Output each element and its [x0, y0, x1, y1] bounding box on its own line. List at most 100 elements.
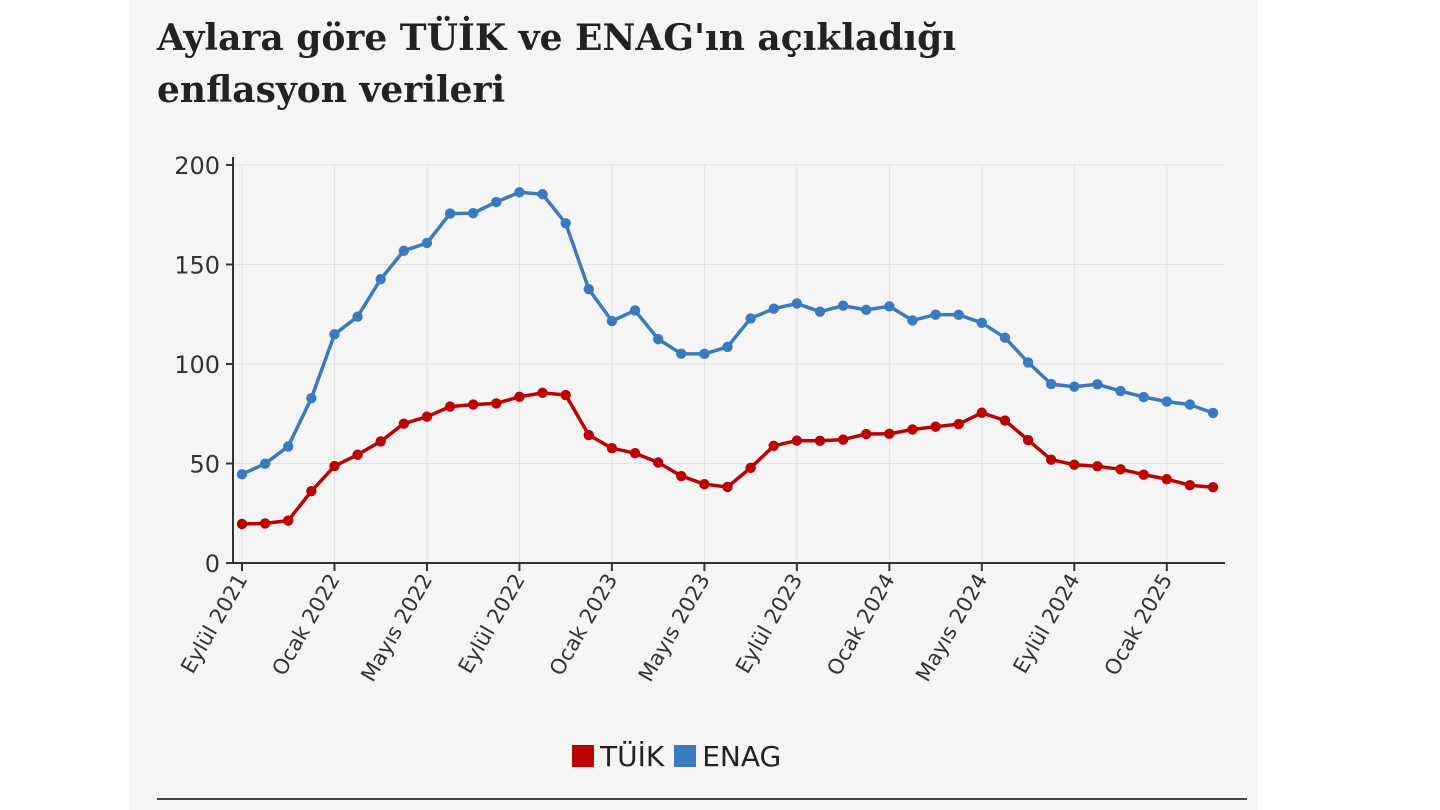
data-point-enag	[814, 306, 826, 317]
data-point-tuik	[930, 421, 941, 432]
data-point-tuik	[1046, 454, 1057, 465]
data-point-enag	[1184, 399, 1196, 410]
data-point-enag	[930, 309, 941, 320]
data-point-enag	[1207, 407, 1219, 419]
data-point-enag	[236, 469, 248, 480]
data-point-tuik	[352, 449, 363, 460]
data-point-tuik	[1092, 461, 1103, 472]
data-point-enag	[976, 317, 988, 329]
data-point-tuik	[560, 389, 571, 401]
data-point-enag	[837, 300, 849, 311]
data-point-tuik	[791, 435, 803, 446]
data-point-tuik	[236, 518, 248, 530]
data-point-enag	[699, 348, 710, 360]
data-point-enag	[398, 245, 410, 256]
data-point-tuik	[398, 418, 410, 429]
legend-label-tuik: TÜİK	[600, 739, 665, 773]
data-point-enag	[722, 341, 733, 353]
data-point-tuik	[583, 429, 594, 441]
data-point-tuik	[259, 518, 271, 529]
data-point-enag	[999, 332, 1011, 343]
chart-title-line-2: enflasyon verileri	[157, 69, 506, 111]
data-point-enag	[907, 315, 918, 326]
legend-item-tuik: TÜİK	[572, 740, 664, 773]
data-point-enag	[491, 196, 502, 208]
legend-label-enag: ENAG	[702, 739, 782, 773]
data-point-tuik	[768, 440, 779, 451]
data-point-tuik	[491, 398, 502, 409]
series-line-enag	[240, 190, 1215, 476]
data-point-enag	[1115, 385, 1126, 397]
x-tick-label: Ocak 2022	[267, 570, 344, 680]
data-point-enag	[1069, 381, 1080, 392]
data-point-enag	[421, 237, 433, 249]
data-point-enag	[444, 208, 456, 219]
data-point-tuik	[1184, 479, 1196, 491]
data-point-tuik	[1207, 481, 1219, 493]
data-point-enag	[259, 458, 271, 469]
data-point-tuik	[1138, 469, 1149, 480]
series-enag	[236, 187, 1219, 480]
data-point-tuik	[514, 391, 525, 403]
x-tick-label: Ocak 2024	[822, 570, 899, 680]
data-point-enag	[514, 187, 525, 198]
legend-swatch-tuik	[572, 745, 594, 767]
data-point-tuik	[329, 460, 340, 472]
x-tick-label: Eylül 2022	[454, 570, 530, 678]
chart-panel	[129, 0, 1258, 810]
data-point-enag	[583, 283, 594, 295]
data-point-tuik	[468, 399, 479, 410]
data-point-enag	[745, 313, 756, 324]
data-point-enag	[352, 311, 363, 322]
data-point-tuik	[421, 411, 433, 422]
x-tick-label: Eylül 2021	[176, 570, 252, 678]
data-point-enag	[537, 189, 548, 200]
x-tick-label: Mayıs 2022	[356, 570, 437, 686]
chart-legend: TÜİK ENAG	[572, 738, 791, 774]
data-point-enag	[1138, 391, 1149, 403]
data-point-enag	[606, 315, 618, 327]
data-point-tuik	[606, 442, 618, 454]
x-tick-label: Eylül 2024	[1008, 570, 1084, 678]
data-point-tuik	[745, 462, 756, 474]
data-point-tuik	[953, 418, 964, 430]
gridlines	[233, 164, 1225, 563]
data-point-enag	[283, 441, 294, 452]
x-tick-label: Ocak 2023	[545, 570, 622, 680]
data-point-enag	[884, 301, 895, 312]
data-point-enag	[791, 298, 803, 309]
data-point-enag	[652, 333, 664, 345]
x-tick-label: Eylül 2023	[731, 570, 807, 678]
data-point-tuik	[652, 457, 664, 468]
data-point-tuik	[306, 485, 317, 497]
data-point-tuik	[1115, 464, 1126, 475]
y-tick-label: 0	[205, 550, 220, 578]
legend-swatch-enag	[674, 745, 697, 767]
data-point-tuik	[1161, 474, 1173, 485]
legend-item-enag: ENAG	[674, 740, 781, 773]
data-point-tuik	[699, 478, 710, 490]
y-tick-label: 50	[189, 451, 220, 479]
data-point-tuik	[283, 515, 294, 526]
data-point-enag	[375, 274, 386, 285]
y-tick-label: 200	[174, 152, 220, 180]
chart-title-line-1: Aylara göre TÜİK ve ENAG'ın açıkladığı	[157, 17, 956, 59]
data-point-tuik	[722, 481, 733, 493]
data-point-tuik	[814, 435, 826, 447]
axes	[226, 157, 1225, 571]
data-point-tuik	[861, 428, 872, 440]
data-point-enag	[1161, 396, 1173, 407]
data-point-tuik	[629, 447, 641, 459]
data-point-tuik	[907, 424, 918, 435]
x-tick-label: Mayıs 2024	[911, 570, 992, 686]
data-point-enag	[953, 309, 964, 321]
data-point-tuik	[999, 415, 1011, 426]
data-point-enag	[468, 207, 479, 219]
data-point-tuik	[537, 387, 548, 399]
chart-title: Aylara göre TÜİK ve ENAG'ın açıkladığı e…	[157, 12, 1157, 116]
y-tick-label: 100	[174, 351, 220, 379]
x-tick-label: Ocak 2025	[1100, 570, 1177, 680]
bottom-rule	[157, 798, 1247, 800]
